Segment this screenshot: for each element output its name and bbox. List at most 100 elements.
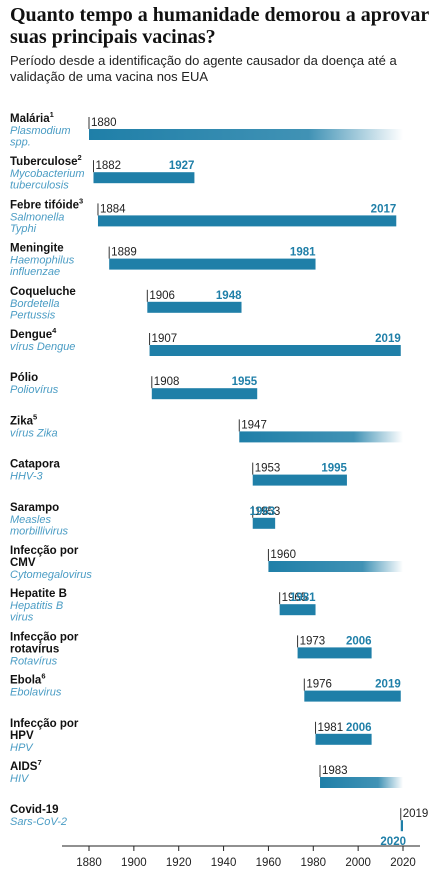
disease-label: CMV <box>10 557 36 569</box>
disease-label: Meningite <box>10 243 64 255</box>
pathogen-label: Sars-CoV-2 <box>10 816 67 828</box>
footnote-marker: 6 <box>41 672 45 681</box>
pathogen-label: Cytomegalovirus <box>10 569 92 581</box>
start-year-label: 1953 <box>255 506 281 518</box>
pathogen-label: Typhi <box>10 223 37 235</box>
x-tick-label: 1980 <box>300 857 326 869</box>
start-year-label: 1965 <box>282 592 308 604</box>
footnote-marker: 3 <box>79 196 83 205</box>
x-tick-label: 1960 <box>256 857 282 869</box>
range-bar <box>93 172 195 184</box>
pathogen-label: Poliovírus <box>10 384 59 396</box>
footnote-marker: 2 <box>78 153 82 162</box>
range-bar <box>151 388 258 400</box>
pathogen-label: influenzae <box>10 266 60 278</box>
pathogen-label: vírus Zika <box>10 427 58 439</box>
range-bar <box>109 258 316 270</box>
end-year-label: 2006 <box>346 635 372 647</box>
start-year-label: 1889 <box>111 247 137 259</box>
range-bar <box>149 345 401 356</box>
footnote-marker: 7 <box>37 758 41 767</box>
pathogen-label: HHV-3 <box>10 471 43 483</box>
x-tick-label: 2000 <box>345 857 371 869</box>
footnote-marker: 1 <box>50 110 54 119</box>
pathogen-label: Hepatitis B <box>10 600 63 612</box>
disease-label: Sarampo <box>10 502 59 514</box>
pathogen-label: virus <box>10 612 34 624</box>
range-bar <box>279 604 316 616</box>
end-year-label: 1995 <box>321 463 347 475</box>
end-year-label: 2006 <box>346 722 372 734</box>
disease-label: Ebola6 <box>10 672 45 687</box>
disease-label: Pólio <box>10 372 38 384</box>
range-bar <box>320 777 403 788</box>
pathogen-label: Pertussis <box>10 309 56 321</box>
disease-label: HPV <box>10 730 34 742</box>
disease-label: Infecção por <box>10 545 79 557</box>
disease-label: Tuberculose2 <box>10 153 82 168</box>
pathogen-label: tuberculosis <box>10 180 69 192</box>
pathogen-label: vírus Dengue <box>10 341 75 353</box>
start-year-label: 1882 <box>95 160 121 172</box>
disease-label: Zika5 <box>10 412 37 427</box>
end-year-label: 1948 <box>216 290 242 302</box>
pathogen-label: Measles <box>10 514 51 526</box>
disease-label: Malária1 <box>10 110 54 125</box>
end-year-label: 2019 <box>375 679 401 691</box>
end-year-label: 1963 <box>250 506 276 518</box>
end-year-label: 1981 <box>290 592 316 604</box>
chart-title: Quanto tempo a humanidade demorou a apro… <box>10 4 429 48</box>
range-bar <box>239 431 403 443</box>
start-year-label: 1973 <box>300 635 326 647</box>
pathogen-label: Rotavírus <box>10 655 58 667</box>
start-year-label: 1981 <box>318 722 344 734</box>
x-tick-label: 2020 <box>390 857 416 869</box>
pathogen-label: Haemophilus <box>10 255 75 267</box>
pathogen-label: HIV <box>10 773 30 785</box>
start-year-label: 1960 <box>270 549 296 561</box>
disease-label: Febre tifóide3 <box>10 196 83 211</box>
x-tick-label: 1880 <box>76 857 102 869</box>
pathogen-label: Bordetella <box>10 298 60 310</box>
pathogen-label: Ebolavirus <box>10 687 62 699</box>
end-year-label: 1981 <box>290 247 316 259</box>
end-year-label: 2019 <box>375 333 401 345</box>
end-year-label: 1927 <box>169 160 195 172</box>
range-bar <box>297 647 372 659</box>
end-year-label: 2020 <box>380 836 406 848</box>
start-year-label: 2019 <box>403 808 429 820</box>
footnote-marker: 4 <box>52 326 57 335</box>
start-year-label: 1880 <box>91 117 117 129</box>
range-bar <box>97 215 397 227</box>
disease-label: rotavírus <box>10 643 59 655</box>
x-tick-label: 1920 <box>166 857 192 869</box>
x-tick-label: 1900 <box>121 857 147 869</box>
end-year-label: 2017 <box>371 203 397 215</box>
disease-label: Covid-19 <box>10 804 59 816</box>
disease-label: AIDS7 <box>10 758 42 773</box>
footnote-marker: 5 <box>33 412 37 421</box>
range-bar <box>147 301 242 313</box>
x-tick-label: 1940 <box>211 857 237 869</box>
disease-label: Dengue4 <box>10 326 57 341</box>
range-bar <box>304 690 401 702</box>
pathogen-label: Plasmodium <box>10 125 71 137</box>
start-year-label: 1908 <box>154 376 180 388</box>
range-bar <box>400 820 403 832</box>
range-bar <box>252 517 276 529</box>
start-year-label: 1953 <box>255 463 281 475</box>
chart-subtitle: Período desde a identificação do agente … <box>10 53 397 84</box>
